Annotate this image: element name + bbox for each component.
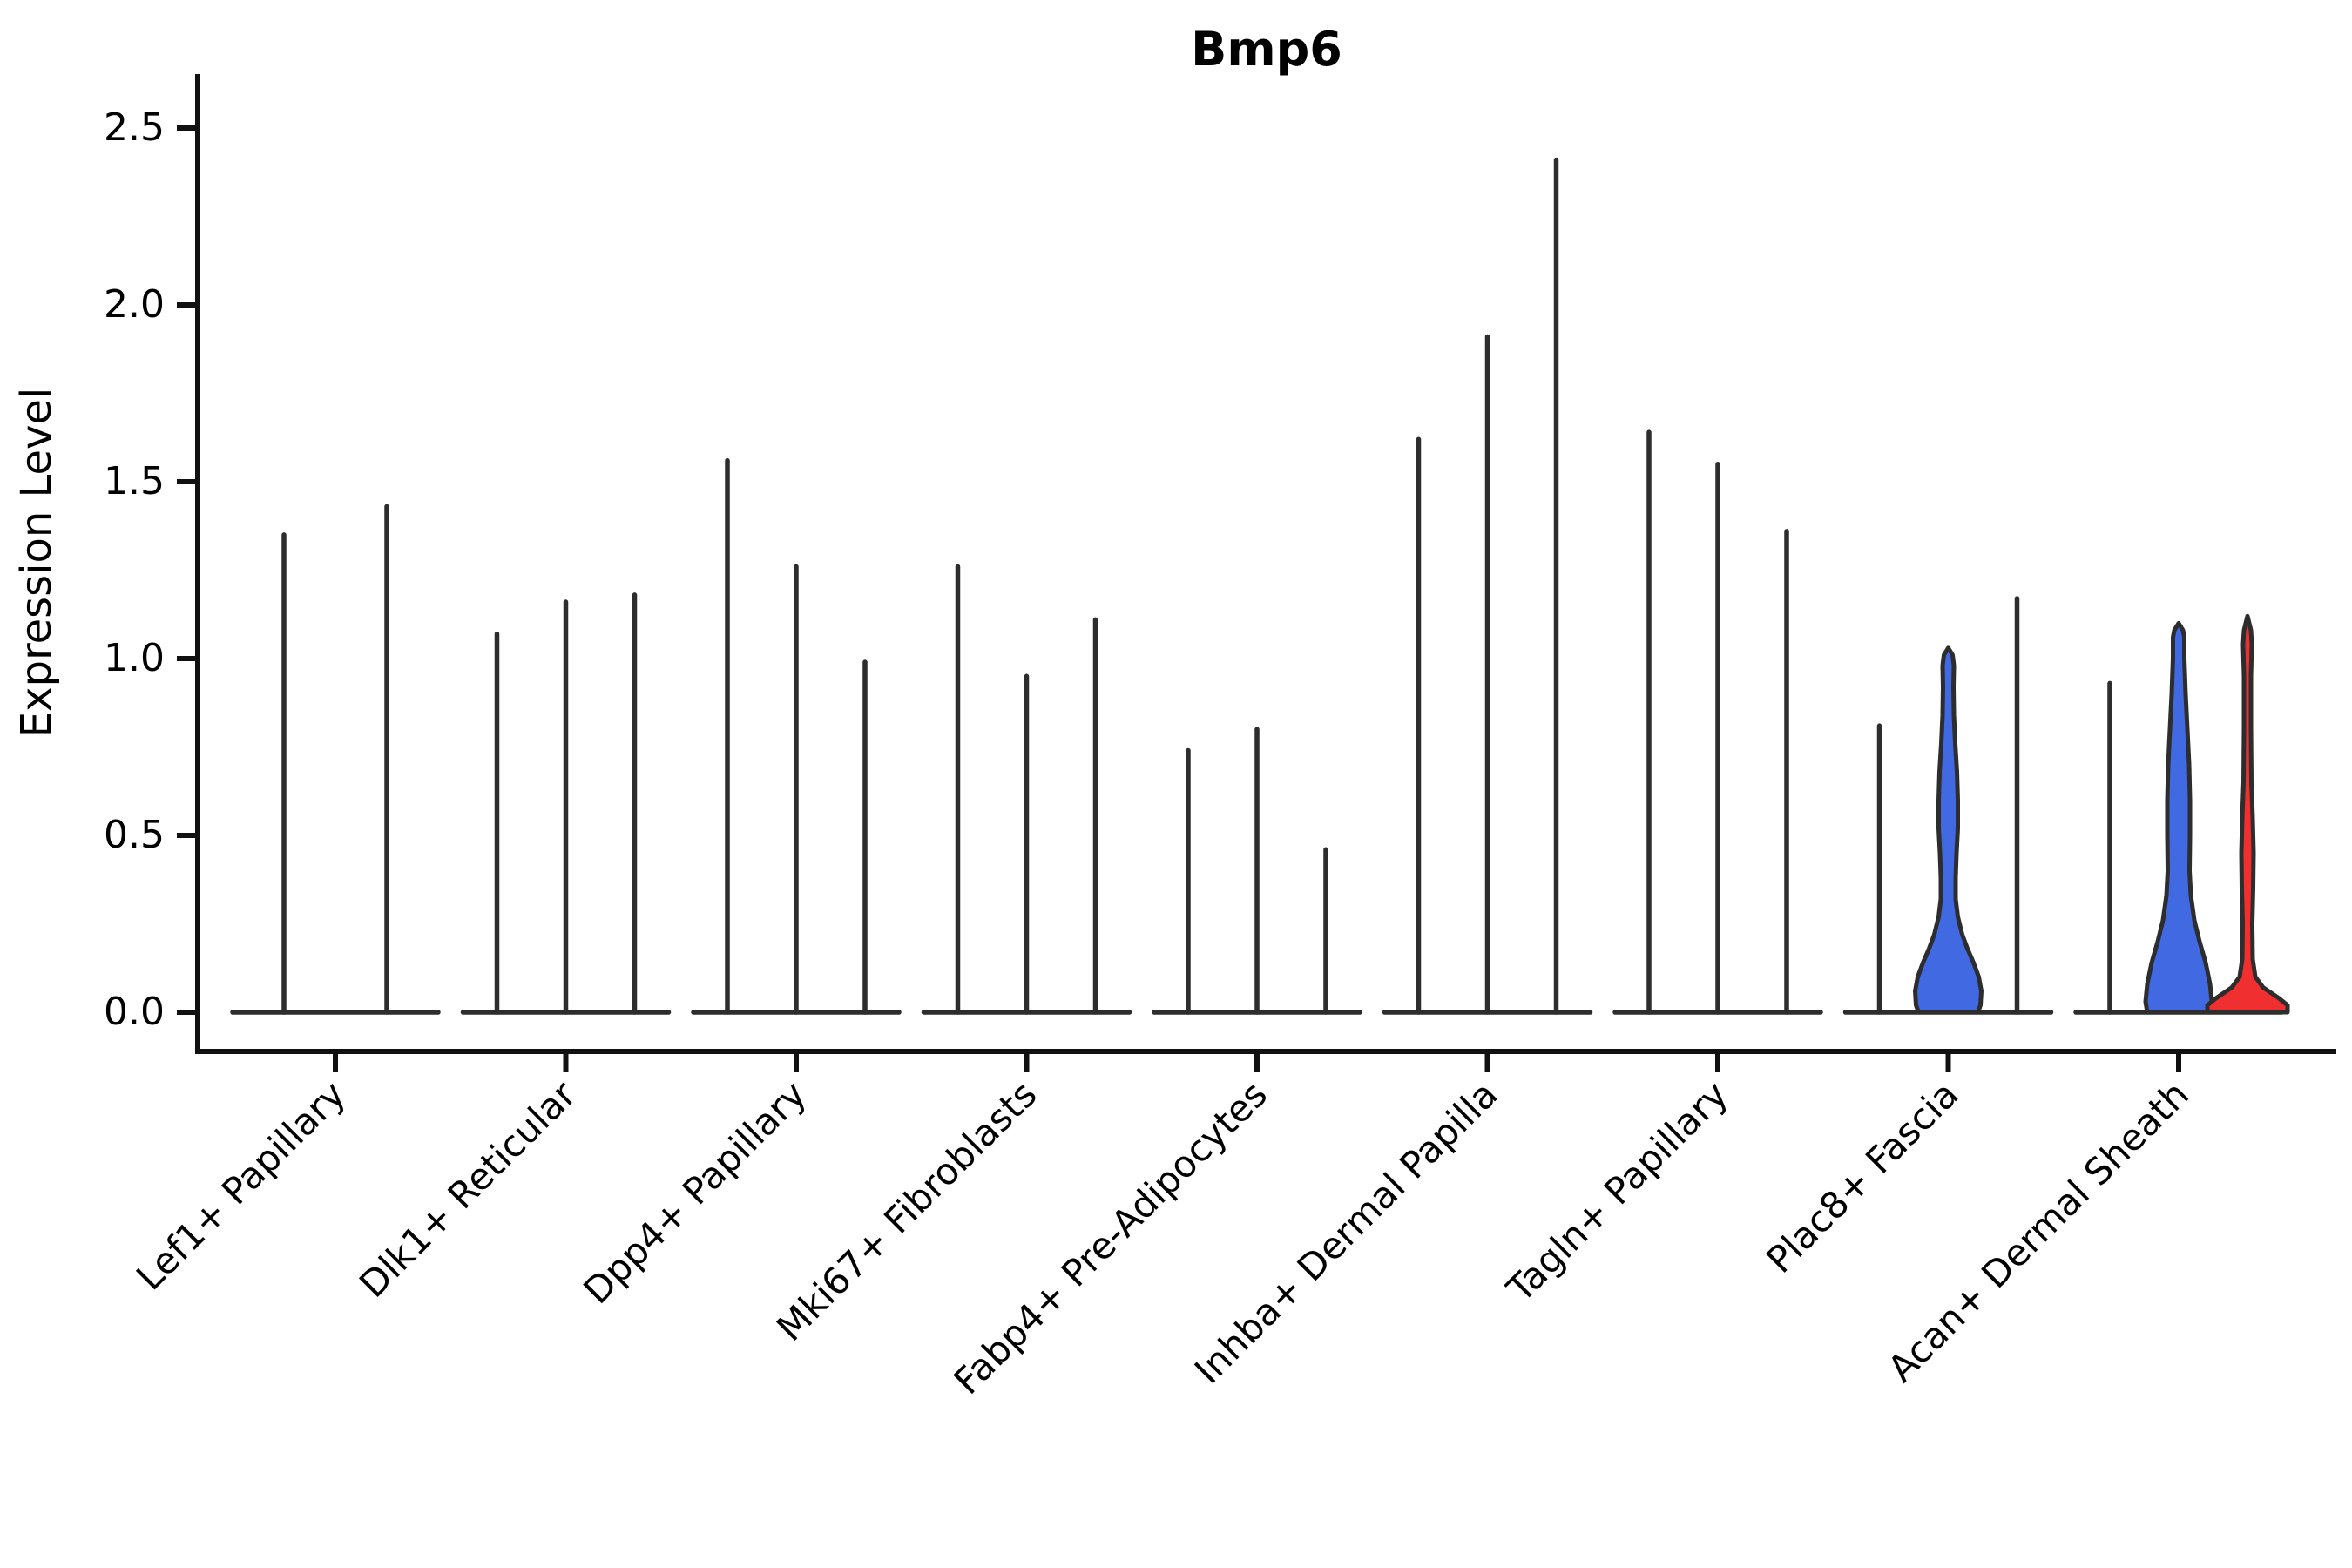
y-axis-label: Expression Level — [12, 388, 61, 739]
y-tick-label: 0.0 — [104, 990, 165, 1034]
y-tick-label: 2.5 — [104, 105, 165, 150]
x-tick-label: Lef1+ Papillary — [128, 1072, 354, 1298]
x-tick-label: Dlk1+ Reticular — [351, 1072, 585, 1306]
x-tick-label: Mki67+ Fibroblasts — [768, 1072, 1044, 1348]
y-tick-label: 0.5 — [104, 813, 165, 857]
y-tick-label: 1.5 — [104, 459, 165, 504]
x-tick-label: Tagln+ Papillary — [1498, 1072, 1736, 1310]
violin-group — [921, 564, 1132, 1015]
violin-wide — [2205, 613, 2290, 1015]
violins — [230, 157, 2290, 1015]
violin-group — [1152, 727, 1362, 1015]
violin-group — [1842, 596, 2054, 1015]
violin-group — [2073, 613, 2290, 1015]
violin-group — [691, 457, 902, 1015]
violin-group — [230, 504, 441, 1015]
violin-group — [1612, 429, 1823, 1015]
plot-title: Bmp6 — [1191, 22, 1342, 77]
y-tick-label: 1.0 — [104, 636, 165, 680]
y-tick-label: 2.0 — [104, 282, 165, 327]
axes-spines — [195, 74, 2336, 1054]
violin-wide — [2143, 620, 2214, 1015]
violin-group — [460, 592, 672, 1015]
x-tick-label: Dpp4+ Papillary — [575, 1072, 814, 1312]
x-tick-label: Plac8+ Fascia — [1758, 1072, 1966, 1281]
violin-wide — [1913, 645, 1984, 1015]
y-axis: 0.0 0.5 1.0 1.5 2.0 2.5 — [104, 105, 198, 1034]
violin-group — [1382, 157, 1593, 1015]
